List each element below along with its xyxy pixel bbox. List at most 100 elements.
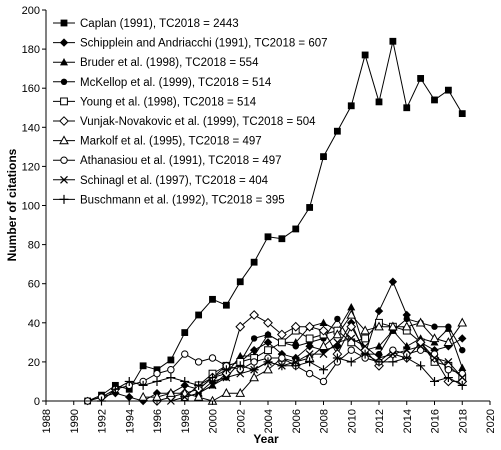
series-6-point [318, 325, 329, 336]
series-1 [84, 37, 466, 405]
series-2-point [374, 306, 384, 316]
series-1-point [361, 51, 369, 59]
series-10-point [291, 361, 301, 371]
series-7-point [360, 325, 370, 335]
series-7-point [166, 387, 176, 397]
series-6-point [346, 321, 357, 332]
series-5-point [264, 346, 272, 355]
y-tick-label: 160 [22, 83, 40, 95]
y-tick-label: 200 [22, 5, 40, 17]
series-6-point [249, 310, 260, 320]
series-8-point [305, 369, 314, 378]
series-1-point [306, 204, 314, 211]
series-8-point [153, 369, 161, 378]
series-9-point [416, 342, 425, 351]
legend-marker [60, 19, 68, 27]
legend-item: Athanasiou et al. (1991), TC2018 = 497 [53, 155, 282, 167]
series-4-point [264, 331, 272, 338]
y-tick-label: 140 [22, 122, 40, 134]
series-10-point [249, 365, 259, 375]
series-1-point [333, 127, 341, 135]
series-3-point [236, 351, 245, 360]
series-6-point [304, 321, 315, 332]
x-tick-label: 2008 [319, 409, 331, 433]
x-tick-label: 2004 [263, 409, 275, 433]
series-layer [83, 37, 468, 406]
series-7-point [332, 329, 343, 339]
series-9-point [361, 342, 370, 351]
series-9-point [208, 381, 217, 390]
y-tick-label: 40 [28, 318, 40, 330]
series-6-point [263, 317, 273, 328]
series-5-point [361, 334, 370, 343]
series-10-point [332, 353, 342, 363]
series-10-point [360, 349, 370, 359]
series-3-point [291, 338, 300, 346]
series-9-point [430, 354, 439, 362]
series-1-point [264, 233, 272, 241]
series-1-point [139, 362, 147, 370]
series-7-point [374, 321, 384, 331]
series-6-point [276, 329, 287, 340]
series-7-point [457, 317, 468, 327]
series-9-point [180, 393, 189, 402]
legend-item: Caplan (1991), TC2018 = 2443 [53, 18, 239, 30]
series-7-point [249, 372, 259, 382]
legend-item: Schipplein and Andriacchi (1991), TC2018… [53, 38, 328, 50]
series-10-point [263, 357, 273, 367]
series-4-point [459, 346, 466, 354]
series-1-point [167, 356, 175, 364]
series-10-point [374, 357, 384, 367]
x-tick-label: 1996 [152, 409, 164, 433]
series-7-point [415, 317, 426, 327]
x-tick-label: 2000 [208, 409, 220, 433]
series-9-point [444, 357, 453, 366]
series-1-point [278, 235, 286, 243]
legend-label: Vunjak-Novakovic et al. (1999), TC2018 =… [80, 116, 316, 128]
series-1-point [250, 258, 258, 266]
series-8-point [208, 354, 217, 362]
legend-marker [60, 156, 68, 164]
series-1-point [389, 37, 397, 45]
legend-item: Buschmann et al. (1992), TC2018 = 395 [53, 194, 285, 206]
series-8-point [444, 366, 453, 374]
legend-label: Schinagl et al. (1997), TC2018 = 404 [80, 175, 269, 187]
legend-marker [60, 175, 68, 184]
series-4-point [334, 315, 341, 323]
series-1-point [375, 98, 383, 106]
series-3-point [458, 363, 467, 371]
series-8-point [167, 366, 175, 374]
series-10-point [208, 373, 217, 383]
y-tick-label: 0 [34, 396, 40, 408]
series-9-point [222, 373, 231, 382]
series-8-point [319, 377, 328, 386]
legend-marker [59, 38, 69, 47]
series-7-point [346, 309, 357, 319]
series-7-point [221, 387, 232, 397]
series-4-point [403, 315, 410, 323]
legend-marker [59, 135, 69, 145]
series-1-point [431, 96, 438, 104]
legend: Caplan (1991), TC2018 = 2443 Schipplein a… [53, 18, 328, 206]
x-tick-label: 2014 [402, 409, 414, 433]
series-1-point [320, 153, 327, 161]
plot-area: 0 20 40 60 80 100 120 140 160 180 200 1988 1990 1992… [22, 5, 497, 433]
legend-item: Young et al. (1998), TC2018 = 514 [53, 96, 257, 108]
series-7-point [388, 321, 398, 331]
series-10-point [152, 376, 162, 386]
series-7-point [429, 333, 440, 343]
series-1-point [195, 311, 203, 319]
series-9-point [458, 373, 467, 382]
y-tick-label: 180 [22, 44, 40, 56]
x-tick-label: 1992 [97, 409, 109, 433]
series-10-point [221, 365, 231, 375]
series-4-point [431, 323, 438, 330]
series-7-point [152, 391, 162, 401]
series-9-point [194, 389, 203, 398]
legend-item: Markolf et al. (1995), TC2018 = 497 [53, 135, 262, 148]
legend-label: Caplan (1991), TC2018 = 2443 [80, 18, 239, 30]
series-1-point [403, 104, 411, 112]
legend-marker [59, 194, 69, 204]
legend-label: Bruder et al. (1998), TC2018 = 554 [80, 57, 259, 69]
